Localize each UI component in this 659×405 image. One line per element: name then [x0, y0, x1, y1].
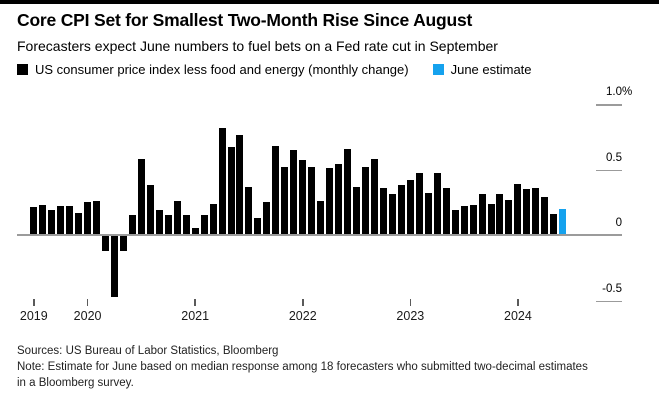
xtick-2024 — [517, 299, 519, 306]
bar-2021-06 — [236, 135, 244, 235]
bar-2020-05 — [119, 235, 127, 251]
bar-2024-06 — [559, 208, 567, 235]
bar-2020-03 — [102, 235, 110, 251]
bar-2022-03 — [317, 200, 325, 235]
bar-2021-07 — [245, 186, 253, 235]
bar-2023-12 — [505, 199, 513, 235]
chart-title: Core CPI Set for Smallest Two-Month Rise… — [17, 10, 473, 30]
bar-2019-11 — [66, 206, 74, 235]
zero-axis-line — [17, 234, 622, 236]
bar-2023-05 — [442, 187, 450, 235]
bar-2021-08 — [254, 217, 262, 235]
bar-2021-05 — [227, 147, 235, 235]
xtick-2020 — [86, 299, 89, 306]
bar-2022-12 — [397, 185, 405, 235]
note-line: Note: Estimate for June based on median … — [17, 361, 588, 389]
bar-2020-07 — [137, 159, 145, 235]
bar-2019-09 — [48, 210, 56, 235]
bar-2022-07 — [353, 186, 361, 235]
bar-2021-12 — [290, 149, 298, 235]
ytick-line-0.5 — [596, 169, 622, 171]
bar-2021-03 — [209, 203, 217, 235]
bar-2022-06 — [344, 148, 352, 235]
percent-unit: % — [622, 86, 633, 98]
ytick-label-1.0%: 1.0% — [606, 86, 633, 98]
bar-2020-04 — [110, 235, 118, 297]
bar-2023-08 — [469, 204, 477, 235]
bar-2020-01 — [84, 202, 92, 235]
legend-item-estimate: June estimate — [432, 62, 532, 77]
bar-2022-04 — [326, 168, 334, 235]
bar-2024-01 — [514, 183, 522, 235]
bar-2019-10 — [57, 206, 65, 235]
bar-2021-04 — [218, 127, 226, 235]
xtick-2022 — [302, 299, 304, 306]
legend-label-estimate: June estimate — [450, 62, 532, 77]
bar-2023-01 — [406, 179, 414, 235]
top-rule — [0, 0, 659, 4]
xtick-2021 — [194, 299, 196, 306]
legend-label-actual: US consumer price index less food and en… — [35, 62, 409, 77]
bar-2024-04 — [541, 197, 549, 235]
ytick-label--0.5: -0.5 — [602, 282, 622, 295]
bar-2022-01 — [299, 160, 307, 235]
bar-2021-11 — [281, 166, 289, 235]
bar-2022-02 — [308, 166, 316, 235]
bar-2024-03 — [532, 187, 540, 235]
xtick-label-2019: 2019 — [19, 309, 48, 323]
bar-2020-06 — [128, 215, 136, 235]
bar-2023-10 — [487, 203, 495, 235]
ytick-line--0.5 — [596, 300, 622, 302]
ytick-line-1.0% — [596, 104, 622, 106]
bar-2021-01 — [191, 228, 199, 235]
bar-2021-09 — [263, 202, 271, 235]
bar-2022-11 — [388, 194, 396, 235]
bar-2020-11 — [173, 200, 181, 235]
xtick-label-2020: 2020 — [73, 309, 102, 323]
bar-2020-10 — [164, 215, 172, 235]
bar-2022-10 — [379, 187, 387, 235]
sources-line: Sources: US Bureau of Labor Statistics, … — [17, 345, 279, 357]
bar-2023-03 — [424, 193, 432, 235]
legend-swatch-estimate-icon — [432, 64, 444, 75]
bar-2021-10 — [272, 145, 280, 235]
legend: US consumer price index less food and en… — [17, 62, 657, 77]
legend-item-actual: US consumer price index less food and en… — [17, 62, 409, 77]
bar-2022-08 — [362, 166, 369, 235]
bar-2022-05 — [335, 164, 343, 235]
bar-2020-08 — [146, 185, 154, 235]
bar-2022-09 — [370, 159, 378, 235]
bar-2019-12 — [75, 212, 83, 235]
bar-2023-06 — [451, 210, 459, 235]
ytick-label-0: 0 — [615, 217, 622, 229]
bar-2019-07 — [30, 207, 38, 235]
bar-2023-02 — [415, 173, 423, 235]
bar-2021-02 — [200, 215, 208, 235]
bar-2023-04 — [433, 173, 441, 235]
bar-2023-09 — [478, 194, 486, 235]
chart-subtitle: Forecasters expect June numbers to fuel … — [17, 38, 498, 54]
bar-2023-11 — [496, 194, 504, 235]
chart-footer: Sources: US Bureau of Labor Statistics, … — [17, 343, 653, 391]
bar-2020-09 — [155, 210, 163, 235]
xtick-label-2024: 2024 — [504, 309, 532, 323]
bar-2024-05 — [550, 214, 558, 235]
bar-2024-02 — [523, 189, 531, 235]
xtick-label-2022: 2022 — [288, 309, 317, 323]
bar-2020-12 — [182, 215, 190, 235]
xtick-label-2023: 2023 — [396, 309, 425, 323]
ytick-label-0.5: 0.5 — [606, 151, 622, 164]
bar-2020-02 — [93, 200, 101, 235]
xtick-2023 — [409, 299, 412, 306]
legend-swatch-actual-icon — [17, 64, 28, 75]
bar-2019-08 — [39, 204, 47, 235]
xtick-2019 — [33, 299, 35, 306]
xtick-label-2021: 2021 — [181, 309, 210, 323]
bar-2023-07 — [460, 206, 468, 235]
